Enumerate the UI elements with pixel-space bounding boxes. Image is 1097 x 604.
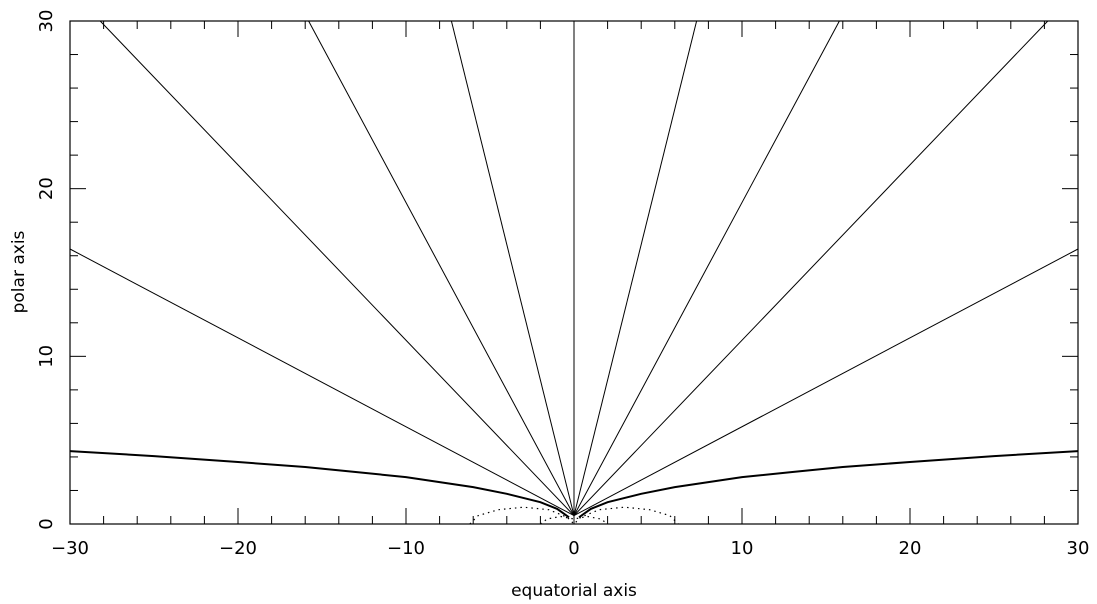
x-tick-label: 20 [899, 538, 922, 559]
field-line-0 [574, 21, 1048, 516]
x-tick-label: −20 [219, 538, 257, 559]
field-line-1 [574, 21, 839, 516]
y-tick-label: 0 [36, 518, 57, 529]
x-tick-label: 0 [568, 538, 579, 559]
field-line-3 [451, 21, 574, 516]
field-line-10 [70, 451, 569, 517]
plot-area [70, 21, 1078, 524]
y-tick-label: 30 [36, 10, 57, 33]
field-line-6 [574, 249, 1078, 516]
field-line-2 [574, 21, 697, 516]
x-tick-label: −10 [387, 538, 425, 559]
x-tick-label: 30 [1067, 538, 1090, 559]
x-tick-label: −30 [51, 538, 89, 559]
field-line-5 [100, 21, 574, 516]
tick-labels: −30 −20 −10 0 10 20 30 0 10 20 30 [36, 10, 1089, 559]
y-axis-label: polar axis [9, 230, 29, 313]
field-line-7 [70, 249, 574, 516]
field-line-4 [309, 21, 574, 516]
x-axis-label: equatorial axis [511, 581, 637, 601]
x-tick-label: 10 [731, 538, 754, 559]
y-tick-label: 10 [36, 345, 57, 368]
field-line-9 [579, 451, 1078, 517]
y-tick-label: 20 [36, 177, 57, 200]
